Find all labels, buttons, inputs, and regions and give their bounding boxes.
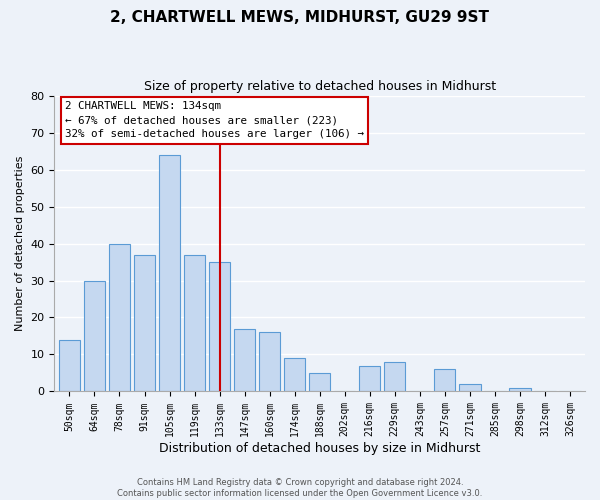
Bar (84, 280, 105, 392)
Bar (284, 358, 305, 392)
Text: 2 CHARTWELL MEWS: 134sqm
← 67% of detached houses are smaller (223)
32% of semi-: 2 CHARTWELL MEWS: 134sqm ← 67% of detach… (65, 102, 364, 140)
X-axis label: Distribution of detached houses by size in Midhurst: Distribution of detached houses by size … (159, 442, 481, 455)
Bar (434, 370, 455, 392)
Bar (109, 244, 130, 392)
Bar (309, 373, 331, 392)
Bar (134, 254, 155, 392)
Bar (159, 154, 180, 392)
Text: 2, CHARTWELL MEWS, MIDHURST, GU29 9ST: 2, CHARTWELL MEWS, MIDHURST, GU29 9ST (110, 10, 490, 25)
Bar (459, 384, 481, 392)
Bar (234, 328, 255, 392)
Y-axis label: Number of detached properties: Number of detached properties (15, 156, 25, 331)
Text: Contains HM Land Registry data © Crown copyright and database right 2024.
Contai: Contains HM Land Registry data © Crown c… (118, 478, 482, 498)
Bar (209, 262, 230, 392)
Bar (184, 254, 205, 392)
Title: Size of property relative to detached houses in Midhurst: Size of property relative to detached ho… (143, 80, 496, 93)
Bar (59, 340, 80, 392)
Bar (509, 388, 530, 392)
Bar (359, 366, 380, 392)
Bar (384, 362, 406, 392)
Bar (259, 332, 280, 392)
